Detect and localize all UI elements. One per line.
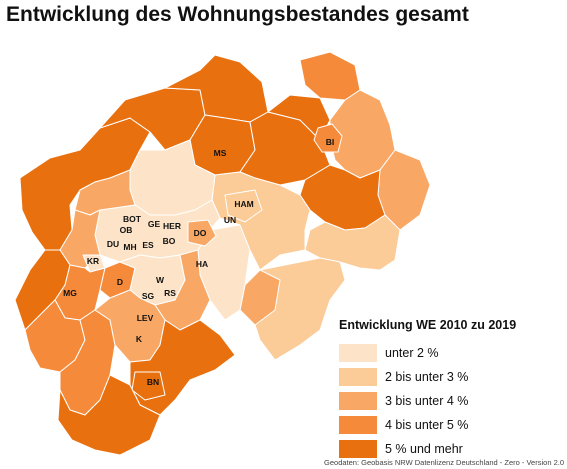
city-label-bn: BN (147, 377, 159, 387)
legend-swatch (339, 368, 377, 386)
page-title: Entwicklung des Wohnungsbestandes gesamt (6, 3, 469, 26)
legend-item: 3 bis unter 4 % (339, 389, 559, 413)
city-label-bot: BOT (123, 214, 142, 224)
legend-label: 3 bis unter 4 % (385, 394, 469, 408)
legend-swatch (339, 392, 377, 410)
legend-title: Entwicklung WE 2010 zu 2019 (339, 318, 517, 332)
legend-item: 5 % und mehr (339, 437, 559, 461)
city-label-rs: RS (164, 288, 176, 298)
legend-swatch (339, 344, 377, 362)
city-label-ha: HA (196, 259, 208, 269)
legend-item: 2 bis unter 3 % (339, 365, 559, 389)
city-label-mg: MG (63, 288, 77, 298)
city-label-w: W (156, 275, 165, 285)
city-label-her: HER (163, 221, 181, 231)
city-label-mh: MH (123, 242, 136, 252)
region-bielefeld (313, 123, 343, 153)
region-dortmund (187, 219, 217, 247)
legend-label: 4 bis unter 5 % (385, 418, 469, 432)
legend-label: unter 2 % (385, 346, 439, 360)
region-bonn (131, 371, 166, 401)
region-hamm (224, 189, 263, 223)
legend-label: 2 bis unter 3 % (385, 370, 469, 384)
legend-swatch (339, 440, 377, 458)
city-label-k: K (136, 334, 143, 344)
legend-swatch (339, 416, 377, 434)
legend-item: 4 bis unter 5 % (339, 413, 559, 437)
city-label-sg: SG (142, 291, 155, 301)
legend-label: 5 % und mehr (385, 442, 463, 456)
source-credit: Geodaten: Geobasis NRW Datenlizenz Deuts… (324, 458, 564, 467)
city-label-un: UN (224, 215, 236, 225)
region-minden (299, 51, 361, 101)
city-label-ham: HAM (234, 199, 253, 209)
city-label-es: ES (142, 240, 154, 250)
city-label-bi: BI (326, 137, 335, 147)
city-label-kr: KR (87, 256, 99, 266)
legend-item: unter 2 % (339, 341, 559, 365)
city-label-bo: BO (163, 236, 176, 246)
city-label-du: DU (107, 239, 119, 249)
city-label-lev: LEV (137, 313, 154, 323)
city-labels: MS BI HAM UN BOT GE HER OB DU MH ES BO D… (63, 137, 334, 387)
region-hochsauerland (304, 214, 401, 271)
region-euskirchen (57, 374, 161, 456)
city-label-ob: OB (120, 225, 133, 235)
city-label-ms: MS (214, 148, 227, 158)
legend: Entwicklung WE 2010 zu 2019 unter 2 % 2 … (339, 318, 559, 461)
city-label-d: D (117, 277, 123, 287)
city-label-ge: GE (148, 219, 161, 229)
city-label-do: DO (194, 228, 207, 238)
